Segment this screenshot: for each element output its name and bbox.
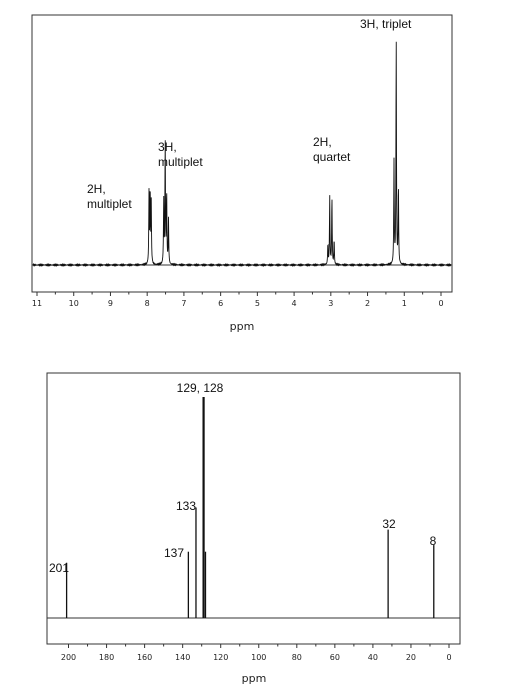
h-nmr-annotation-line: multiplet — [158, 155, 203, 169]
h-nmr-tick-label: 3 — [328, 299, 333, 308]
h-nmr-axis-band — [31, 264, 453, 293]
h-nmr-tick-label: 6 — [218, 299, 223, 308]
c-nmr-annotation: 137 — [164, 546, 184, 560]
h-nmr-annotation-line: 2H, — [87, 182, 106, 196]
c-nmr-annotation: 201 — [49, 561, 69, 575]
h-nmr-tick-label: 10 — [69, 299, 79, 308]
c-nmr-tick-label: 80 — [292, 653, 302, 662]
h-nmr-annotation: 3H, triplet — [360, 17, 412, 31]
h-nmr-annotation: 3H, multiplet — [158, 140, 203, 169]
c-nmr-tick-label: 20 — [406, 653, 416, 662]
c-nmr-ticks: 200 180 160 140 120 100 80 60 40 20 0 — [61, 644, 452, 662]
c-nmr-tick-label: 180 — [99, 653, 114, 662]
h-nmr-frame — [31, 14, 453, 293]
c-nmr-tick-label: 40 — [368, 653, 378, 662]
h-nmr-tick-label: 2 — [365, 299, 370, 308]
h-nmr-tick-label: 0 — [438, 299, 443, 308]
h-nmr-tick-label: 11 — [32, 299, 42, 308]
c-nmr-tick-label: 140 — [175, 653, 190, 662]
c-nmr-annotation: 8 — [430, 534, 437, 548]
h-nmr-tick-label: 1 — [402, 299, 407, 308]
h-nmr-annotation: 2H, quartet — [313, 135, 351, 164]
c-nmr-annotation-line: 32 — [382, 517, 396, 531]
c-nmr-tick-label: 0 — [446, 653, 451, 662]
h-nmr-tick-label: 9 — [108, 299, 113, 308]
c-nmr-annotations: 129, 128 133 137 201 32 8 — [49, 381, 437, 575]
c-nmr-tick-label: 100 — [251, 653, 266, 662]
h-nmr-tick-label: 4 — [292, 299, 297, 308]
h-nmr-trace — [32, 41, 452, 268]
c-nmr-tick-label: 200 — [61, 653, 76, 662]
h-nmr-ticks: 11 10 9 8 7 6 5 4 3 2 1 0 — [32, 292, 444, 308]
h-nmr-tick-label: 8 — [145, 299, 150, 308]
c-nmr-annotation: 133 — [176, 499, 196, 513]
h-nmr-annotation-line: multiplet — [87, 197, 132, 211]
c-nmr-annotation: 129, 128 — [177, 381, 224, 395]
h-nmr-annotation: 2H, multiplet — [87, 182, 132, 211]
h-nmr-annotation-line: 3H, triplet — [360, 17, 412, 31]
c-nmr-annotation: 32 — [382, 517, 396, 531]
h-nmr-annotation-line: 2H, — [313, 135, 332, 149]
c-nmr-tick-label: 60 — [330, 653, 340, 662]
c-nmr-annotation-line: 137 — [164, 546, 184, 560]
h-nmr-annotation-line: 3H, — [158, 140, 177, 154]
h-nmr-tick-label: 5 — [255, 299, 260, 308]
c-nmr-tick-label: 160 — [137, 653, 152, 662]
c-nmr-annotation-line: 8 — [430, 534, 437, 548]
c-nmr-annotation-line: 133 — [176, 499, 196, 513]
c-nmr-axis-band — [46, 617, 461, 645]
c-nmr-annotation-line: 201 — [49, 561, 69, 575]
c-nmr-peaks — [65, 397, 435, 618]
h-nmr-annotation-line: quartet — [313, 150, 351, 164]
h-nmr-tick-label: 7 — [181, 299, 186, 308]
c-nmr-tick-label: 120 — [213, 653, 228, 662]
c-nmr-xlabel: ppm — [242, 672, 267, 685]
c-nmr-frame — [46, 372, 461, 645]
h-nmr-xlabel: ppm — [230, 320, 255, 333]
c-nmr-annotation-line: 129, 128 — [177, 381, 224, 395]
c-nmr-chart: 200 180 160 140 120 100 80 60 40 20 0 129, 1281331… — [46, 372, 461, 685]
